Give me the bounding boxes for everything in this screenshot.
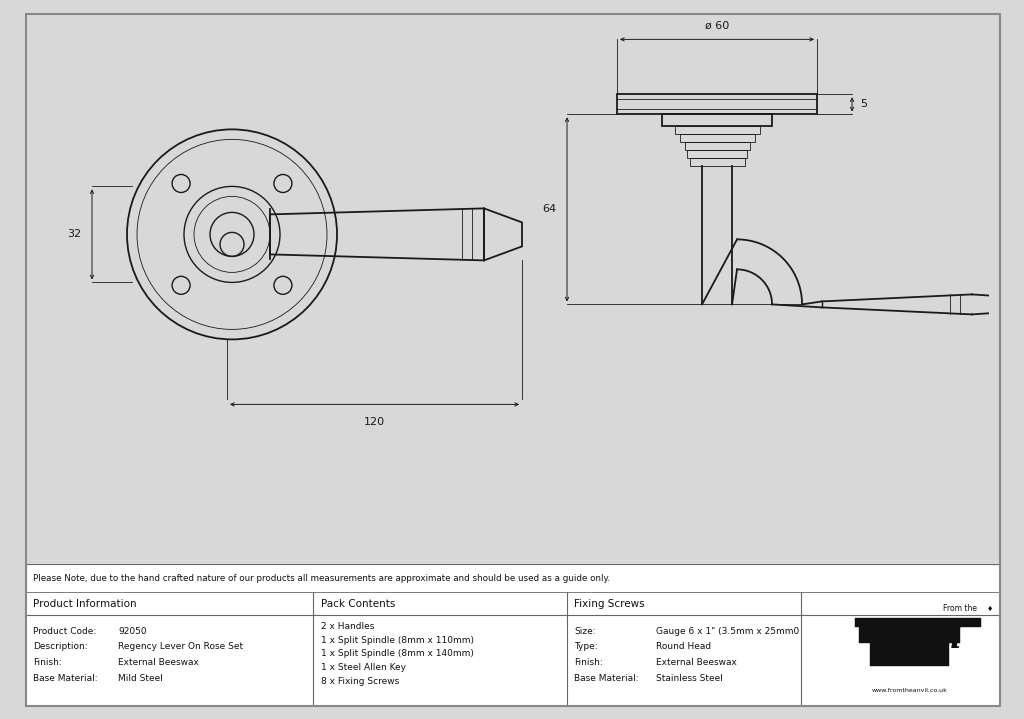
- Text: Fixing Screws: Fixing Screws: [574, 599, 645, 609]
- Text: Finish:: Finish:: [34, 659, 62, 667]
- FancyBboxPatch shape: [26, 592, 1000, 706]
- Text: ø 60: ø 60: [705, 20, 729, 30]
- Polygon shape: [855, 618, 981, 666]
- Text: 92050: 92050: [118, 626, 146, 636]
- Text: Round Head: Round Head: [656, 643, 712, 651]
- Text: Anvil: Anvil: [874, 625, 962, 656]
- Text: Finish:: Finish:: [574, 659, 603, 667]
- Text: 2 x Handles: 2 x Handles: [321, 622, 375, 631]
- Text: External Beeswax: External Beeswax: [118, 659, 199, 667]
- Text: Gauge 6 x 1" (3.5mm x 25mm0: Gauge 6 x 1" (3.5mm x 25mm0: [656, 626, 800, 636]
- Text: Description:: Description:: [34, 643, 88, 651]
- Text: Type:: Type:: [574, 643, 598, 651]
- Text: 1 x Steel Allen Key: 1 x Steel Allen Key: [321, 663, 406, 672]
- Text: Regency Lever On Rose Set: Regency Lever On Rose Set: [118, 643, 244, 651]
- Text: Pack Contents: Pack Contents: [321, 599, 395, 609]
- FancyBboxPatch shape: [26, 564, 1000, 593]
- Text: ♦: ♦: [987, 606, 993, 612]
- Text: Stainless Steel: Stainless Steel: [656, 674, 723, 683]
- Text: 8 x Fixing Screws: 8 x Fixing Screws: [321, 677, 399, 685]
- Text: 1 x Split Spindle (8mm x 110mm): 1 x Split Spindle (8mm x 110mm): [321, 636, 474, 645]
- Text: www.fromtheanvil.co.uk: www.fromtheanvil.co.uk: [871, 687, 947, 692]
- Text: Base Material:: Base Material:: [34, 674, 98, 683]
- Text: 5: 5: [860, 99, 867, 109]
- Text: Base Material:: Base Material:: [574, 674, 639, 683]
- Text: External Beeswax: External Beeswax: [656, 659, 737, 667]
- Text: 120: 120: [364, 418, 385, 427]
- Text: 32: 32: [67, 229, 81, 239]
- Text: Size:: Size:: [574, 626, 596, 636]
- Text: From the: From the: [943, 604, 977, 613]
- Text: Mild Steel: Mild Steel: [118, 674, 163, 683]
- Text: 64: 64: [542, 204, 556, 214]
- Text: Product Code:: Product Code:: [34, 626, 96, 636]
- Text: 1 x Split Spindle (8mm x 140mm): 1 x Split Spindle (8mm x 140mm): [321, 649, 474, 659]
- Text: Product Information: Product Information: [34, 599, 137, 609]
- Text: Please Note, due to the hand crafted nature of our products all measurements are: Please Note, due to the hand crafted nat…: [34, 574, 610, 583]
